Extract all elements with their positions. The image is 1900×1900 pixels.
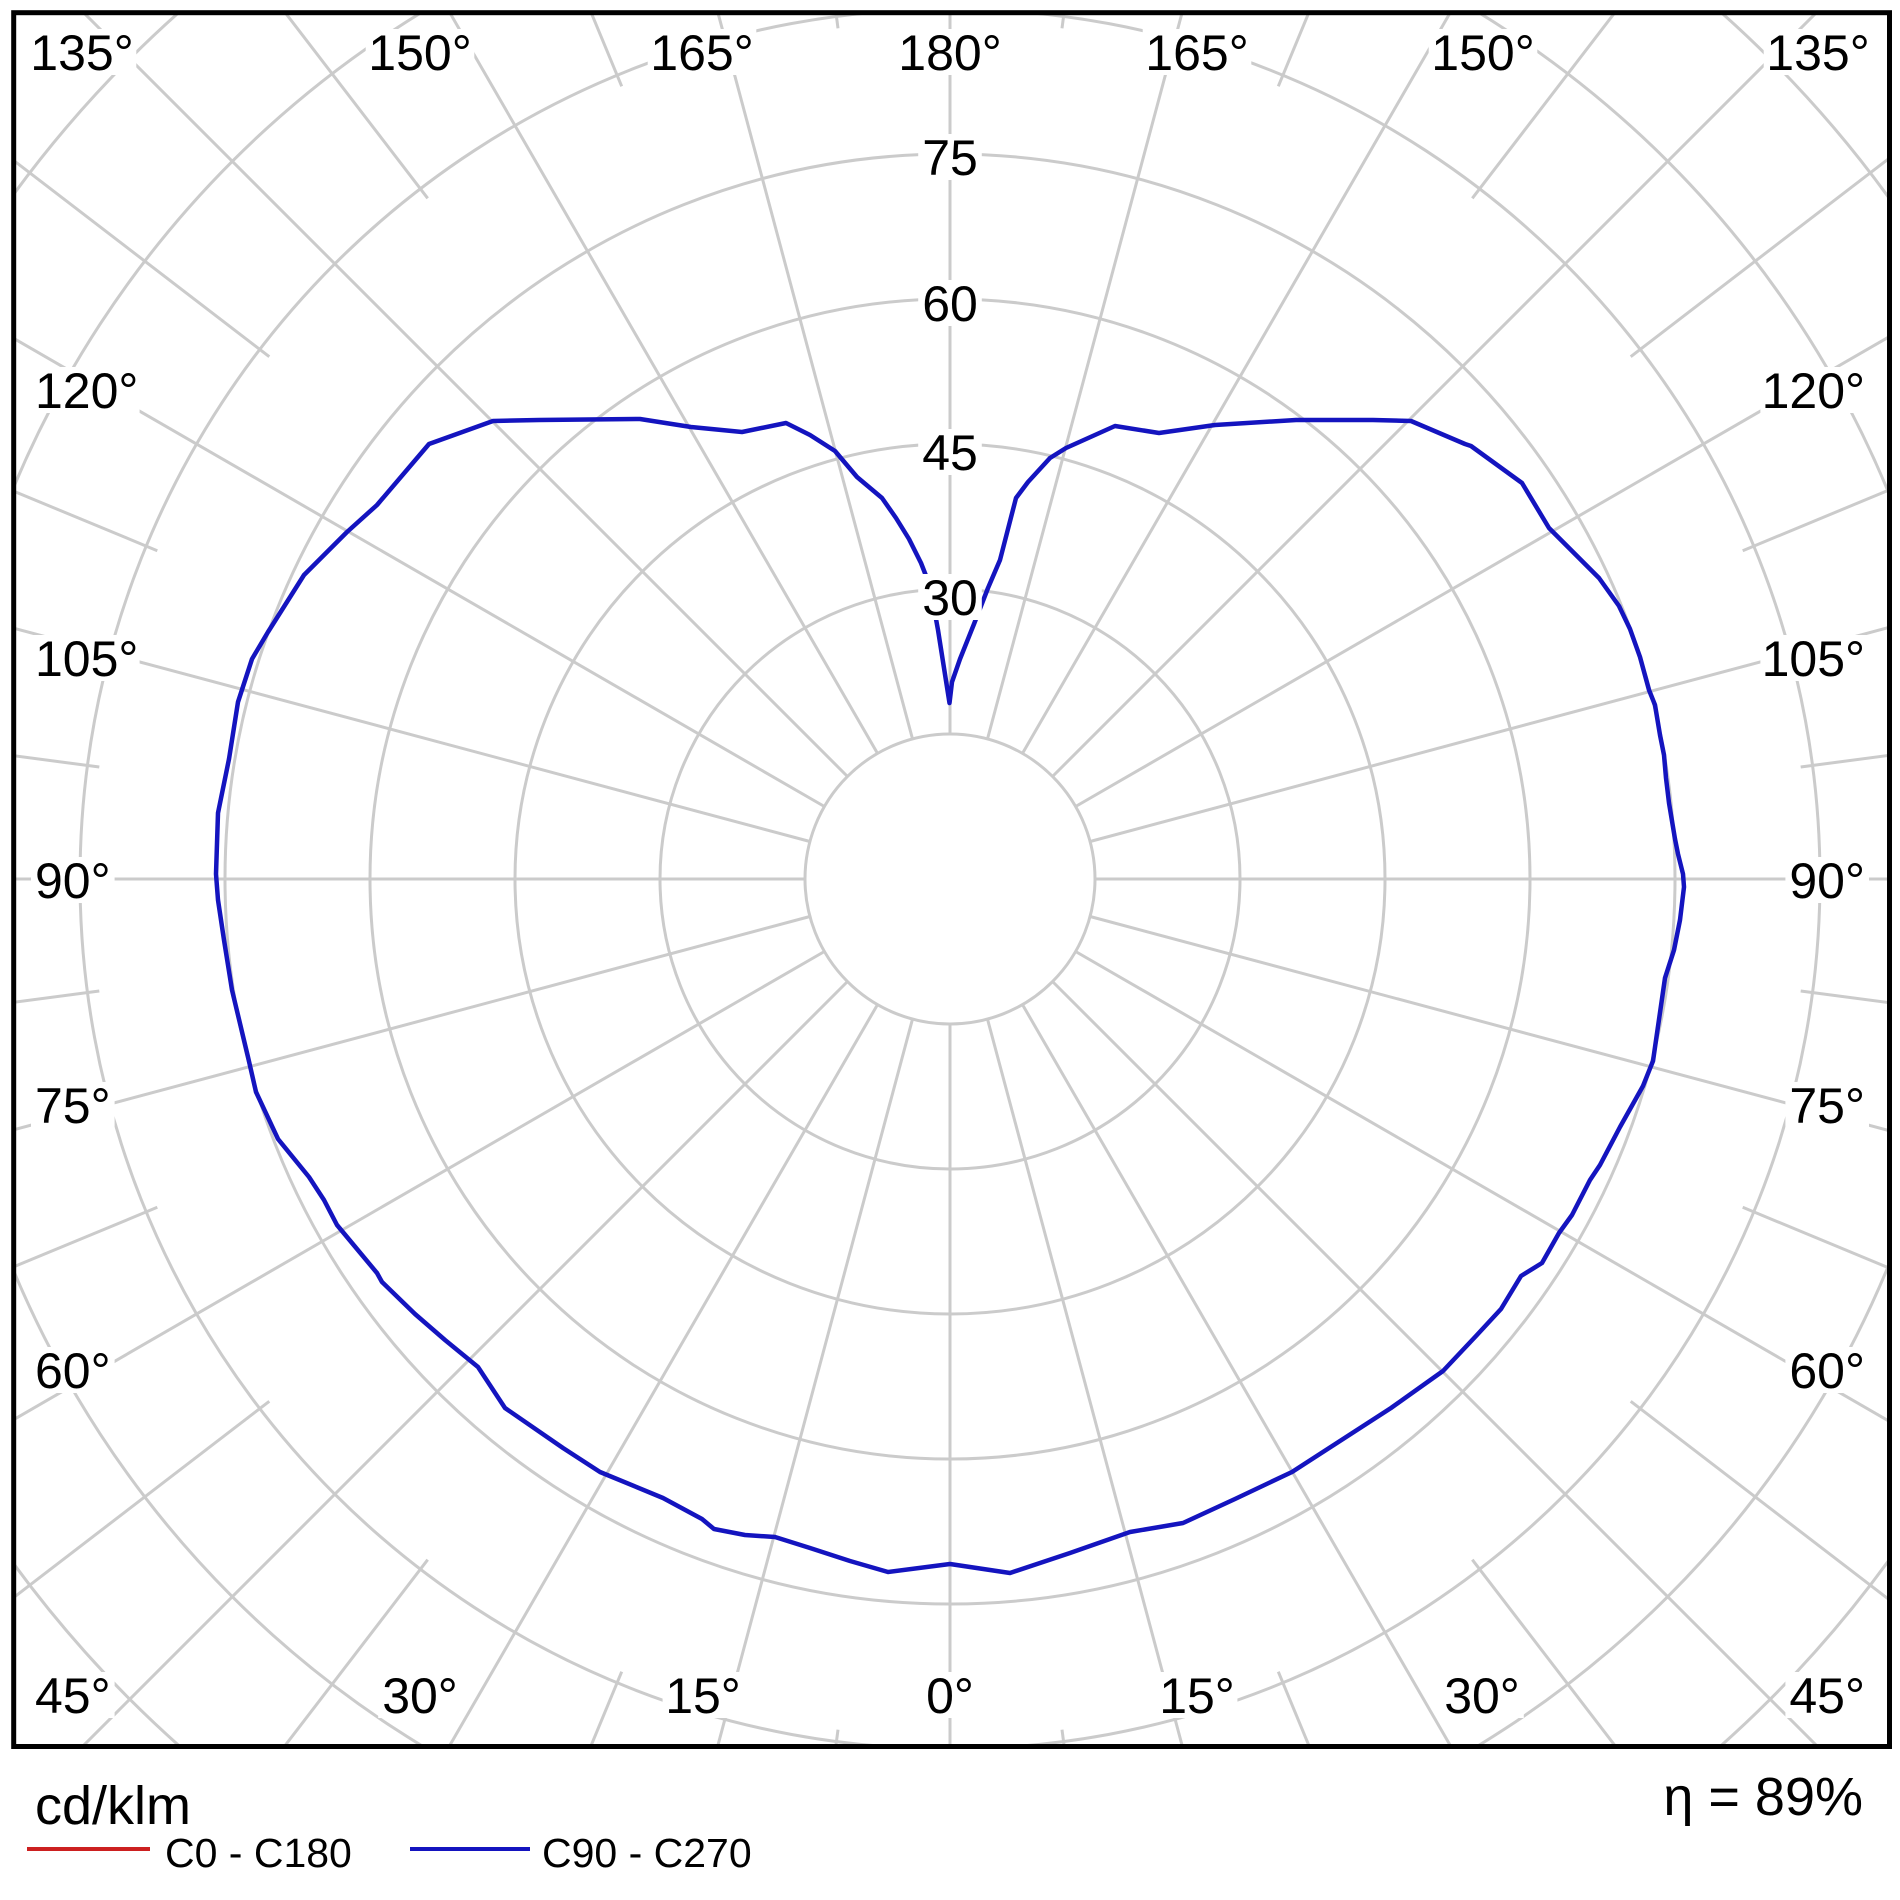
- svg-text:C0 - C180: C0 - C180: [165, 1830, 352, 1876]
- svg-text:45°: 45°: [35, 1668, 111, 1724]
- svg-text:180°: 180°: [898, 25, 1001, 81]
- svg-text:135°: 135°: [1766, 25, 1869, 81]
- svg-text:150°: 150°: [368, 25, 471, 81]
- svg-text:15°: 15°: [665, 1668, 741, 1724]
- svg-text:C90 - C270: C90 - C270: [542, 1830, 752, 1876]
- svg-text:135°: 135°: [30, 25, 133, 81]
- svg-text:60°: 60°: [35, 1343, 111, 1399]
- svg-text:15°: 15°: [1159, 1668, 1235, 1724]
- svg-text:165°: 165°: [1145, 25, 1248, 81]
- svg-text:η = 89%: η = 89%: [1663, 1767, 1863, 1827]
- svg-text:105°: 105°: [35, 631, 138, 687]
- svg-text:90°: 90°: [1789, 853, 1865, 909]
- svg-text:30°: 30°: [1444, 1668, 1520, 1724]
- svg-text:45°: 45°: [1789, 1668, 1865, 1724]
- svg-text:cd/klm: cd/klm: [35, 1776, 191, 1836]
- svg-text:30: 30: [922, 570, 978, 626]
- svg-text:30°: 30°: [382, 1668, 458, 1724]
- svg-text:60°: 60°: [1789, 1343, 1865, 1399]
- svg-text:120°: 120°: [35, 363, 138, 419]
- svg-text:60: 60: [922, 276, 978, 332]
- svg-text:45: 45: [922, 425, 978, 481]
- svg-text:105°: 105°: [1762, 631, 1865, 687]
- svg-text:75°: 75°: [1789, 1078, 1865, 1134]
- svg-text:75: 75: [922, 130, 978, 186]
- svg-text:90°: 90°: [35, 853, 111, 909]
- svg-text:165°: 165°: [650, 25, 753, 81]
- svg-text:75°: 75°: [35, 1078, 111, 1134]
- svg-text:150°: 150°: [1431, 25, 1534, 81]
- svg-text:120°: 120°: [1762, 363, 1865, 419]
- svg-text:0°: 0°: [926, 1668, 974, 1724]
